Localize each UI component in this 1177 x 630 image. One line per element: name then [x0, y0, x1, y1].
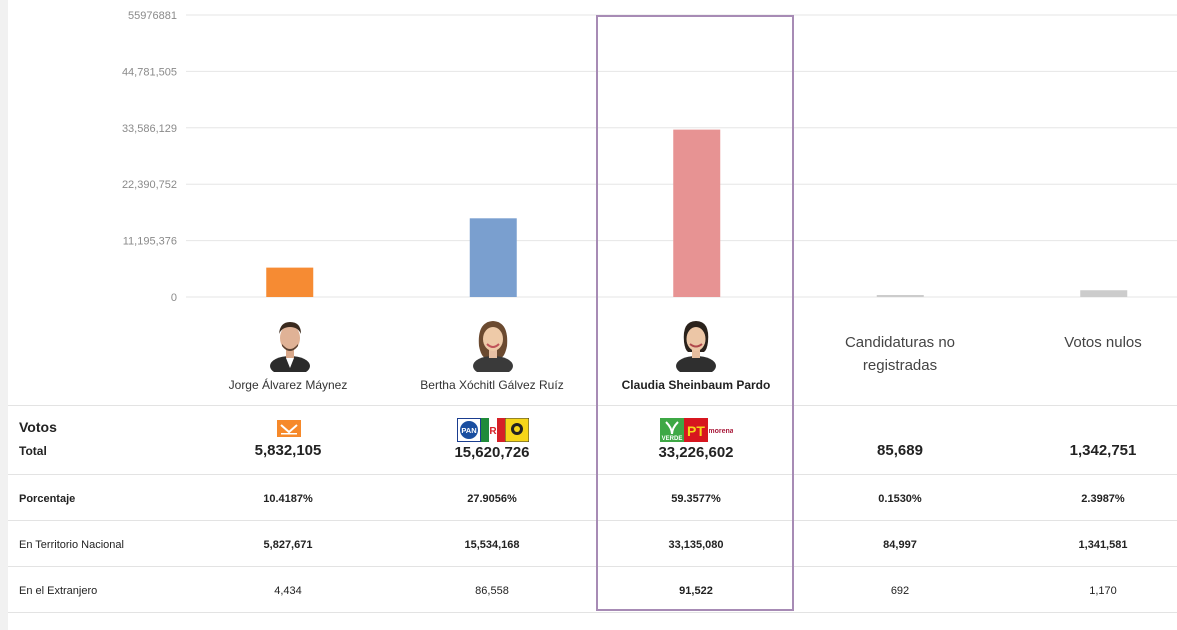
svg-text:PT: PT: [687, 423, 705, 439]
avatar-bertha: [471, 316, 515, 376]
extranjero-cell: 86,558: [475, 585, 509, 597]
morena-logo: morena: [708, 423, 733, 441]
svg-text:R: R: [489, 426, 497, 437]
pct-cell: 59.3577%: [671, 493, 721, 505]
y-axis-ticks: 0 11,195,376 22,390,752 33,586,129 44,781,50…: [122, 10, 177, 304]
candidate-name-jorge: Jorge Álvarez Máynez: [228, 378, 348, 392]
bar-4[interactable]: [1080, 290, 1128, 297]
total-cell: 85,689: [877, 442, 923, 459]
nacional-cell: 84,997: [883, 539, 917, 551]
total-label: Total: [19, 444, 47, 458]
candidate-name-bertha: Bertha Xóchitl Gálvez Ruíz: [420, 378, 564, 392]
bar-chart: 0 11,195,376 22,390,752 33,586,129 44,781,50…: [122, 10, 1177, 304]
y-tick-label: 11,195,376: [123, 236, 177, 248]
avatar-claudia: [674, 316, 718, 376]
row-label-porcentaje: Porcentaje: [19, 493, 76, 505]
row-divider: [8, 405, 1177, 406]
label-votos-nulos: Votos nulos: [1064, 334, 1142, 351]
svg-text:VERDE: VERDE: [662, 436, 683, 442]
extranjero-cell: 692: [890, 585, 910, 597]
candidate-name-claudia: Claudia Sheinbaum Pardo: [621, 378, 771, 392]
total-cell: 15,620,726: [454, 444, 530, 461]
nacional-cell: 33,135,080: [668, 539, 724, 551]
avatar-jorge: [268, 316, 312, 376]
y-tick-label: 55976881: [128, 10, 177, 22]
prd-logo: [504, 417, 530, 447]
row-label-extranjero: En el Extranjero: [19, 585, 98, 597]
y-tick-label: 0: [171, 292, 177, 304]
total-cell: 1,342,751: [1069, 442, 1137, 459]
pct-cell: 10.4187%: [263, 493, 313, 505]
bar-2[interactable]: [673, 129, 721, 297]
votos-label: Votos: [19, 419, 57, 435]
extranjero-cell: 91,522: [679, 585, 713, 597]
pct-cell: 0.1530%: [878, 493, 922, 505]
nacional-cell: 5,827,671: [263, 539, 313, 551]
pri-logo: R: [481, 418, 505, 447]
nacional-cell: 1,341,581: [1078, 539, 1128, 551]
pct-cell: 2.3987%: [1081, 493, 1125, 505]
bar-0[interactable]: [266, 267, 314, 297]
extranjero-cell: 1,170: [1089, 585, 1117, 597]
label-no-registradas: Candidaturas no registradas: [844, 334, 956, 374]
row-divider: [8, 474, 1177, 475]
pt-logo: PT: [684, 418, 708, 447]
extranjero-cell: 4,434: [274, 585, 302, 597]
page-edge: [0, 0, 8, 630]
total-cell: 5,832,105: [254, 442, 322, 459]
row-divider: [8, 520, 1177, 521]
y-tick-label: 44,781,505: [122, 66, 177, 78]
row-divider: [8, 566, 1177, 567]
row-divider: [8, 612, 1177, 613]
nacional-cell: 15,534,168: [464, 539, 520, 551]
verde-logo: VERDE: [660, 418, 684, 447]
bar-1[interactable]: [469, 218, 517, 297]
svg-text:PAN: PAN: [461, 426, 476, 435]
y-tick-label: 33,586,129: [122, 123, 177, 135]
mc-logo: [277, 420, 301, 442]
pan-logo: PAN: [456, 417, 482, 447]
chart-bars: [266, 129, 1128, 297]
total-cell: 33,226,602: [658, 444, 734, 461]
row-label-territorio: En Territorio Nacional: [19, 539, 124, 551]
y-tick-label: 22,390,752: [122, 179, 177, 191]
bar-3[interactable]: [876, 295, 924, 297]
pct-cell: 27.9056%: [467, 493, 517, 505]
svg-text:morena: morena: [709, 428, 733, 435]
chart-grid: [186, 14, 1177, 298]
